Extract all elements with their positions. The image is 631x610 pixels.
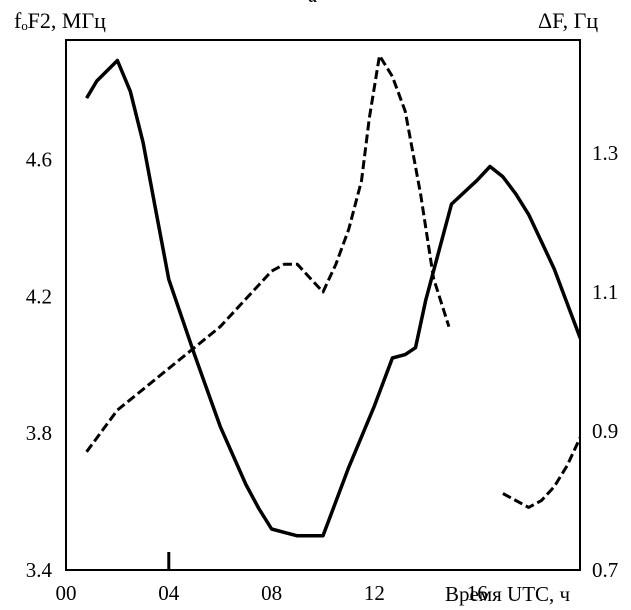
y-tick-label: 3.4 [26, 558, 53, 582]
x-tick-label: 00 [56, 581, 77, 605]
x-axis-title: Время UTC, ч [445, 582, 571, 606]
x-tick-label: 12 [364, 581, 385, 605]
right-axis-title: ΔF, Гц [538, 8, 599, 33]
series-line-2 [85, 54, 451, 453]
axis-ticks: 00 04 08 12 16 3.4 3.8 4.2 4.6 0.7 0.9 1.1 1.3 [26, 141, 619, 605]
y-tick-label: 3.8 [26, 421, 52, 445]
y2-tick-label: 0.9 [592, 419, 618, 443]
x-tick-label: 04 [158, 581, 180, 605]
series-line-1 [85, 58, 580, 538]
x-tick-label: 08 [261, 581, 282, 605]
plot-frame [65, 39, 581, 571]
left-axis-title: fₒF2, МГц [14, 8, 106, 33]
y-tick-label: 4.2 [26, 284, 52, 308]
y-tick-label: 4.6 [26, 148, 52, 172]
x-tick-label: 16 [467, 581, 488, 605]
panel-letter: a [308, 0, 318, 6]
y2-tick-label: 0.7 [592, 558, 618, 582]
y2-tick-label: 1.3 [592, 141, 618, 165]
series-line-3 [502, 436, 580, 509]
y2-tick-label: 1.1 [592, 280, 618, 304]
series-layer [85, 54, 580, 538]
